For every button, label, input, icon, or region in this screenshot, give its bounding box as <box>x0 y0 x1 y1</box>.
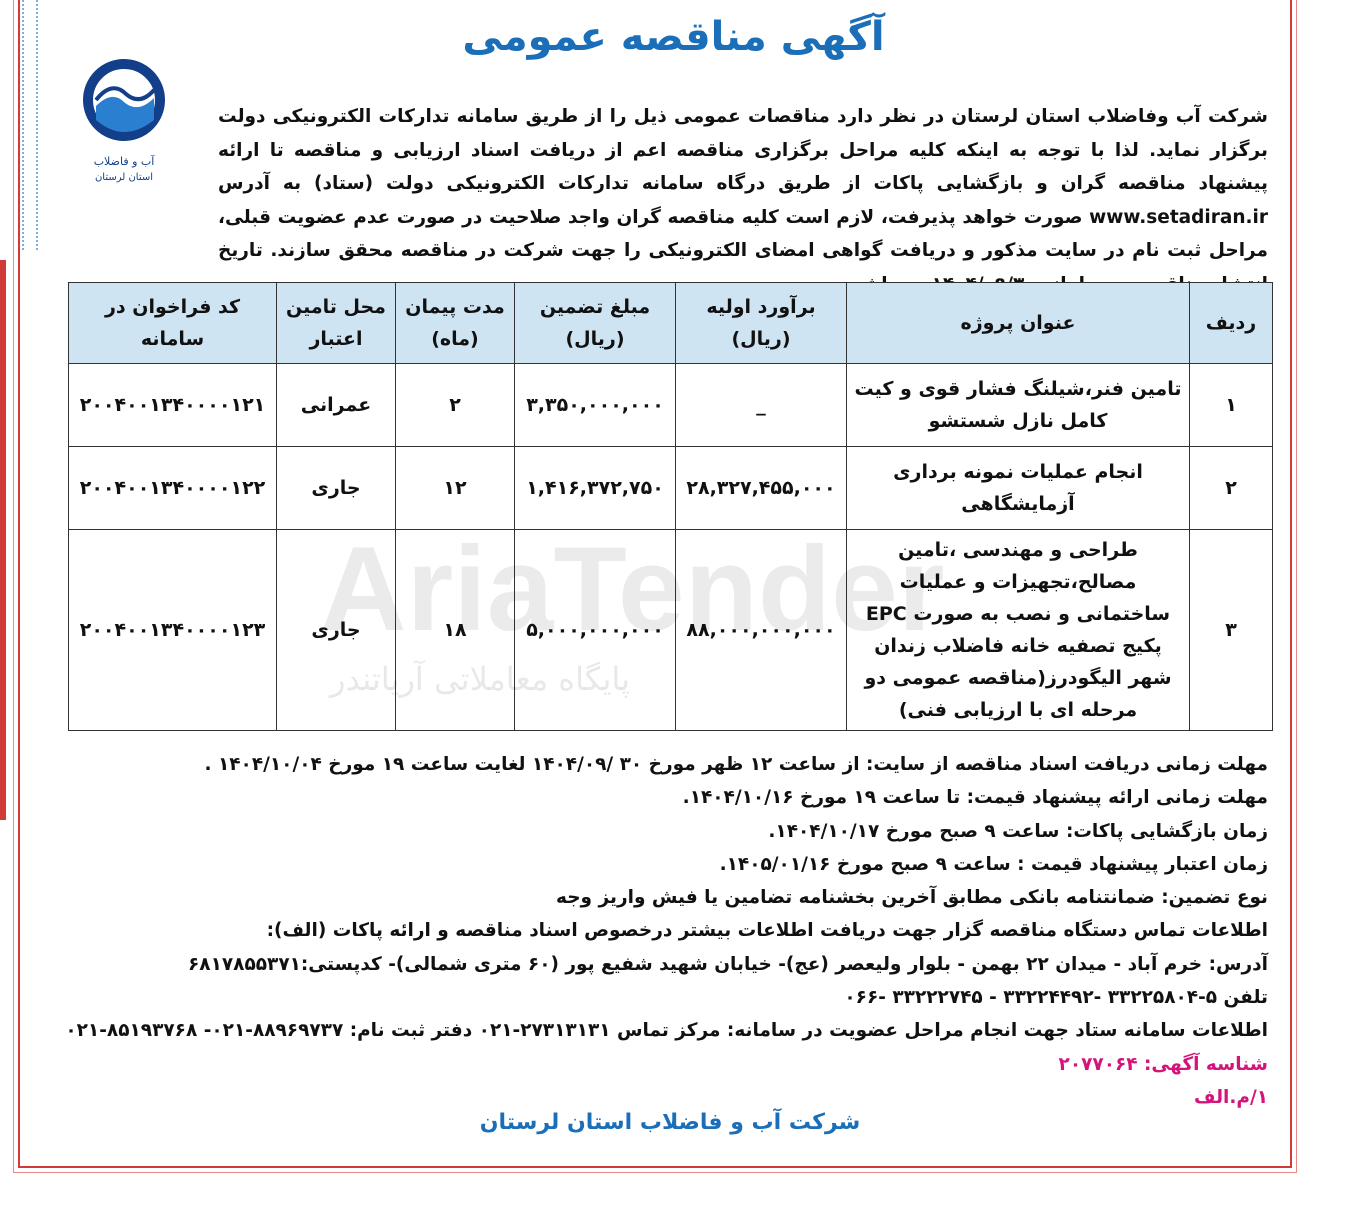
cell-guarantee: ۳,۳۵۰,۰۰۰,۰۰۰ <box>514 363 676 447</box>
cell-funding: جاری <box>276 529 396 731</box>
cell-project-title: انجام عملیات نمونه برداری آزمایشگاهی <box>846 446 1190 530</box>
detail-line: اطلاعات سامانه ستاد جهت انجام مراحل عضوی… <box>65 1020 1268 1042</box>
cell-duration: ۲ <box>395 363 515 447</box>
header-row-number: ردیف <box>1189 282 1273 364</box>
watermark-subtitle: پایگاه معاملاتی آریاتندر <box>330 660 631 698</box>
tender-details: مهلت زمانی دریافت اسناد مناقصه از سایت: … <box>65 748 1269 1114</box>
cell-estimate: _ <box>675 363 847 447</box>
cell-call-code: ۲۰۰۴۰۰۱۳۴۰۰۰۰۱۲۱ <box>68 363 277 447</box>
decorative-bar <box>0 260 6 820</box>
cell-duration: ۱۲ <box>395 446 515 530</box>
detail-line: نوع تضمین: ضمانتنامه بانکی مطابق آخرین ب… <box>556 887 1268 909</box>
cell-guarantee: ۱,۴۱۶,۳۷۲,۷۵۰ <box>514 446 676 530</box>
header-guarantee: مبلغ تضمین (ریال) <box>514 282 676 364</box>
cell-funding: عمرانی <box>276 363 396 447</box>
cell-funding: جاری <box>276 446 396 530</box>
svg-text:آب و فاضلاب: آب و فاضلاب <box>94 154 156 168</box>
detail-line: آدرس: خرم آباد - میدان ۲۲ بهمن - بلوار و… <box>187 953 1268 975</box>
footer-company-name: شرکت آب و فاضلاب استان لرستان <box>479 1110 861 1135</box>
intro-paragraph: شرکت آب وفاضلاب استان لرستان در نظر دارد… <box>218 106 1268 295</box>
table-row: ۱ تامین فنر،شیلنگ فشار قوی و کیت کامل نا… <box>68 363 1273 447</box>
ad-code: ۱/م.الف <box>1194 1086 1268 1108</box>
cell-guarantee: ۵,۰۰۰,۰۰۰,۰۰۰ <box>514 529 676 731</box>
table-header-row: ردیف عنوان پروژه برآورد اولیه (ریال) مبل… <box>68 282 1273 364</box>
header-call-code: کد فراخوان در سامانه <box>68 282 277 364</box>
header-funding: محل تامین اعتبار <box>276 282 396 364</box>
decorative-strip <box>22 0 38 250</box>
cell-estimate: ۲۸,۳۲۷,۴۵۵,۰۰۰ <box>675 446 847 530</box>
detail-line: اطلاعات تماس دستگاه مناقصه گزار جهت دریا… <box>266 920 1268 942</box>
detail-line: تلفن ۵-۳۳۲۲۵۸۰۴ -۳۳۲۲۴۴۹۲ - ۳۳۲۲۲۷۴۵ -۰۶… <box>844 987 1268 1009</box>
cell-project-title: تامین فنر،شیلنگ فشار قوی و کیت کامل نازل… <box>846 363 1190 447</box>
cell-row-number: ۲ <box>1189 446 1273 530</box>
header-duration: مدت پیمان (ماه) <box>395 282 515 364</box>
detail-line: زمان اعتبار پیشنهاد قیمت : ساعت ۹ صبح مو… <box>719 853 1268 875</box>
svg-text:استان لرستان: استان لرستان <box>95 172 153 183</box>
page-frame <box>18 0 1292 1168</box>
cell-row-number: ۱ <box>1189 363 1273 447</box>
table-row: ۳ طراحی و مهندسی ،تامین مصالح،تجهیزات و … <box>68 529 1273 731</box>
cell-estimate: ۸۸,۰۰۰,۰۰۰,۰۰۰ <box>675 529 847 731</box>
detail-line: مهلت زمانی ارائه پیشنهاد قیمت: تا ساعت ۱… <box>682 787 1268 809</box>
cell-call-code: ۲۰۰۴۰۰۱۳۴۰۰۰۰۱۲۳ <box>68 529 277 731</box>
ad-id: شناسه آگهی: ۲۰۷۷۰۶۴ <box>1058 1053 1268 1075</box>
table-row: ۲ انجام عملیات نمونه برداری آزمایشگاهی ۲… <box>68 446 1273 530</box>
company-logo: آب و فاضلاب استان لرستان <box>82 40 202 190</box>
header-project-title: عنوان پروژه <box>846 282 1190 364</box>
cell-duration: ۱۸ <box>395 529 515 731</box>
cell-row-number: ۳ <box>1189 529 1273 731</box>
detail-line: زمان بازگشایی پاکات: ساعت ۹ صبح مورخ ۱۴۰… <box>768 820 1268 842</box>
cell-project-title: طراحی و مهندسی ،تامین مصالح،تجهیزات و عم… <box>846 529 1190 731</box>
tender-table: ردیف عنوان پروژه برآورد اولیه (ریال) مبل… <box>68 282 1273 731</box>
cell-call-code: ۲۰۰۴۰۰۱۳۴۰۰۰۰۱۲۲ <box>68 446 277 530</box>
page-title: آگهی مناقصه عمومی <box>462 14 885 60</box>
detail-line: مهلت زمانی دریافت اسناد مناقصه از سایت: … <box>204 754 1269 775</box>
header-estimate: برآورد اولیه (ریال) <box>675 282 847 364</box>
